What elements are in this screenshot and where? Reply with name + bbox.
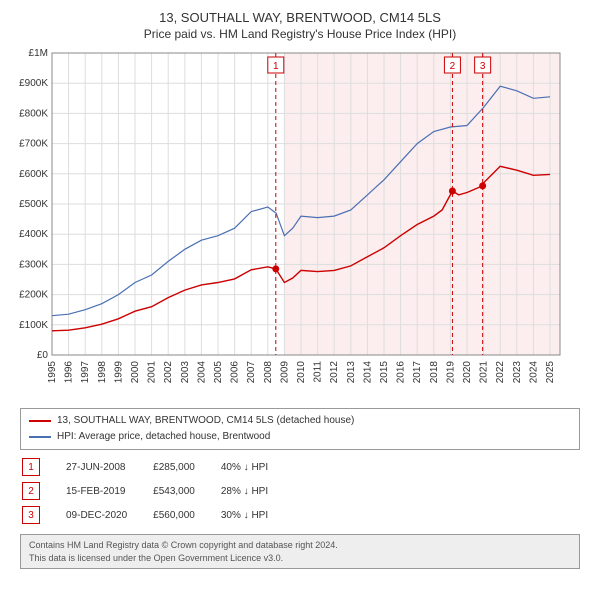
x-axis-label: 1997 [80,361,91,384]
license-line-2: This data is licensed under the Open Gov… [29,552,571,565]
sale-marker-badge: 3 [22,506,40,524]
x-axis-label: 2000 [130,361,141,384]
legend-swatch [29,420,51,422]
y-axis-label: £500K [19,199,48,210]
x-axis-label: 2005 [213,361,224,384]
sales-table: 1 27-JUN-2008£285,00040% ↓ HPI 2 15-FEB-201… [20,454,294,528]
sale-marker-number: 2 [450,61,456,72]
x-axis-label: 2001 [147,361,158,384]
x-axis-label: 2002 [163,361,174,384]
y-axis-label: £700K [19,139,48,150]
sale-date: 15-FEB-2019 [66,480,151,502]
table-row: 1 27-JUN-2008£285,00040% ↓ HPI [22,456,292,478]
legend-swatch [29,436,51,438]
x-axis-label: 1999 [113,361,124,384]
legend-label: 13, SOUTHALL WAY, BRENTWOOD, CM14 5LS (d… [57,413,354,429]
sale-pct-vs-hpi: 28% ↓ HPI [221,480,292,502]
license-notice: Contains HM Land Registry data © Crown c… [20,534,580,569]
x-axis-label: 2008 [263,361,274,384]
x-axis-label: 2012 [329,361,340,384]
y-axis-label: £600K [19,169,48,180]
y-axis-label: £0 [37,350,49,361]
license-line-1: Contains HM Land Registry data © Crown c… [29,539,571,552]
x-axis-label: 2017 [412,361,423,384]
x-axis-label: 2018 [429,361,440,384]
x-axis-label: 2011 [313,361,324,383]
y-axis-label: £1M [29,48,48,59]
y-axis-label: £400K [19,229,48,240]
sale-marker-number: 1 [273,61,279,72]
x-axis-label: 2015 [379,361,390,384]
y-axis-label: £100K [19,320,48,331]
x-axis-label: 2010 [296,361,307,384]
sale-pct-vs-hpi: 30% ↓ HPI [221,504,292,526]
x-axis-label: 2020 [462,361,473,384]
sale-date: 27-JUN-2008 [66,456,151,478]
chart-title-address: 13, SOUTHALL WAY, BRENTWOOD, CM14 5LS [8,10,592,25]
x-axis-label: 2016 [396,361,407,384]
x-axis-label: 2024 [528,361,539,384]
sale-marker-badge: 2 [22,482,40,500]
x-axis-label: 2003 [180,361,191,384]
x-axis-label: 2014 [362,361,373,384]
x-axis-label: 2009 [279,361,290,384]
x-axis-label: 2023 [512,361,523,384]
x-axis-label: 2004 [196,361,207,384]
x-axis-label: 2019 [445,361,456,384]
legend-item: 13, SOUTHALL WAY, BRENTWOOD, CM14 5LS (d… [29,413,571,429]
sale-marker-number: 3 [480,61,486,72]
x-axis-label: 2006 [230,361,241,384]
sale-marker-badge: 1 [22,458,40,476]
y-axis-label: £800K [19,108,48,119]
table-row: 2 15-FEB-2019£543,00028% ↓ HPI [22,480,292,502]
x-axis-label: 2013 [346,361,357,384]
x-axis-label: 2021 [479,361,490,384]
sale-price: £560,000 [153,504,219,526]
price-chart: £0 £100K £200K £300K £400K £500K £600K £700K £80… [8,47,568,399]
legend-label: HPI: Average price, detached house, Bren… [57,429,270,445]
x-axis-label: 1995 [47,361,58,384]
y-axis-label: £200K [19,290,48,301]
legend-box: 13, SOUTHALL WAY, BRENTWOOD, CM14 5LS (d… [20,408,580,450]
y-axis-label: £300K [19,259,48,270]
y-axis-label: £900K [19,78,48,89]
x-axis-label: 1996 [64,361,75,384]
sale-pct-vs-hpi: 40% ↓ HPI [221,456,292,478]
sale-price: £285,000 [153,456,219,478]
x-axis-label: 2025 [545,361,556,384]
chart-title-subtitle: Price paid vs. HM Land Registry's House … [8,27,592,41]
legend-item: HPI: Average price, detached house, Bren… [29,429,571,445]
x-axis-label: 2022 [495,361,506,384]
sale-date: 09-DEC-2020 [66,504,151,526]
sale-price: £543,000 [153,480,219,502]
x-axis-label: 1998 [97,361,108,384]
x-axis-label: 2007 [246,361,257,384]
table-row: 3 09-DEC-2020£560,00030% ↓ HPI [22,504,292,526]
